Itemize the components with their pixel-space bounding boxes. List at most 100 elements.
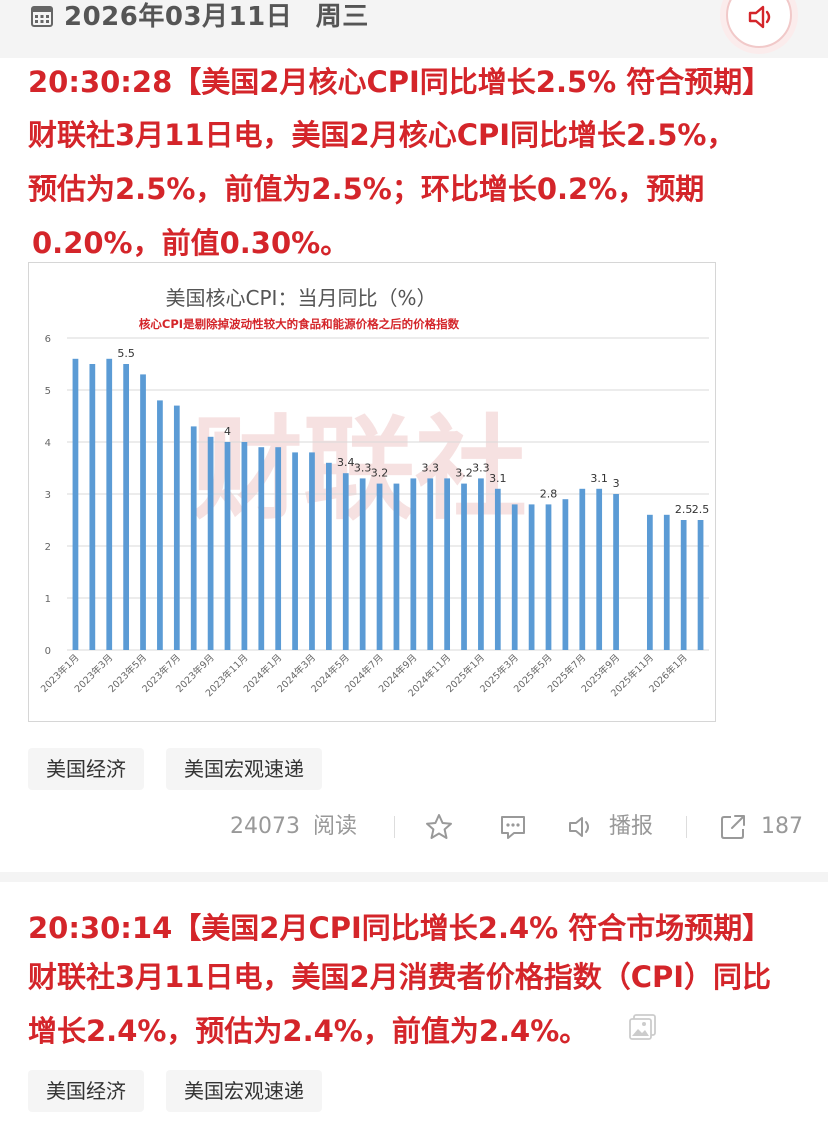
bar xyxy=(157,400,163,650)
y-tick-label: 3 xyxy=(45,490,51,501)
bar xyxy=(545,504,552,650)
news-body-line: 预估为2.5%，前值为2.5%；环比增长0.2%，预期 xyxy=(28,172,705,206)
bar xyxy=(528,504,535,650)
tag-us-macro[interactable]: 美国宏观速递 xyxy=(166,748,322,790)
bar xyxy=(697,520,704,650)
share-icon xyxy=(721,815,745,839)
chart-title: 美国核心CPI：当月同比（%） xyxy=(166,286,437,310)
bar xyxy=(140,374,146,650)
bar xyxy=(596,488,603,650)
action-bar: 24073 阅读 播报 187 xyxy=(0,800,828,854)
read-count: 24073 阅读 xyxy=(230,810,357,844)
y-tick-label: 1 xyxy=(45,594,51,605)
bar xyxy=(89,364,96,650)
bar xyxy=(224,442,231,650)
bar xyxy=(258,447,265,650)
bar xyxy=(207,436,214,650)
data-label: 5.5 xyxy=(117,347,135,360)
read-label: 阅读 xyxy=(313,814,358,839)
tag-us-economy[interactable]: 美国经济 xyxy=(28,748,144,790)
data-label: 3.4 xyxy=(337,456,355,469)
y-tick-label: 2 xyxy=(45,542,51,553)
data-label: 3.3 xyxy=(421,461,439,474)
tag-us-economy[interactable]: 美国经济 xyxy=(28,1070,144,1112)
data-label: 3.3 xyxy=(472,461,490,474)
y-tick-label: 4 xyxy=(45,438,51,449)
comment-button[interactable] xyxy=(498,810,528,844)
image-icon[interactable] xyxy=(628,1012,658,1042)
section-divider xyxy=(0,872,828,882)
data-label: 3.3 xyxy=(354,461,372,474)
bar xyxy=(427,478,434,650)
bar xyxy=(444,478,451,650)
data-label: 3.1 xyxy=(489,472,507,485)
y-tick-label: 5 xyxy=(45,386,51,397)
news-body-line: 增长2.4%，预估为2.4%，前值为2.4%。 xyxy=(28,1014,589,1048)
calendar-icon xyxy=(31,6,53,27)
bar xyxy=(241,442,248,650)
bar xyxy=(646,514,653,650)
bar xyxy=(106,358,113,650)
y-tick-label: 0 xyxy=(45,646,51,657)
bar xyxy=(393,483,400,650)
bar xyxy=(663,514,670,650)
data-label: 2.8 xyxy=(540,487,558,500)
bar xyxy=(680,520,687,650)
bar xyxy=(325,462,332,650)
date-value: 2026年03月11日 xyxy=(64,2,293,32)
bar xyxy=(579,488,586,650)
y-tick-label: 6 xyxy=(45,334,51,345)
star-icon xyxy=(426,814,452,839)
date-label: 2026年03月11日 周三 xyxy=(64,0,369,34)
bar xyxy=(410,478,417,650)
data-label: 3.2 xyxy=(371,467,389,480)
bar xyxy=(292,452,298,650)
data-label: 2.5 xyxy=(675,503,693,516)
favorite-button[interactable] xyxy=(424,810,454,844)
news-headline[interactable]: 20:30:14【美国2月CPI同比增长2.4% 符合市场预期】 xyxy=(28,911,772,945)
date-bar: 2026年03月11日 周三 xyxy=(0,0,828,58)
bar xyxy=(478,478,484,650)
bar xyxy=(123,364,130,650)
bar xyxy=(190,426,197,650)
data-label: 3.2 xyxy=(455,467,473,480)
bar xyxy=(309,452,315,650)
bar xyxy=(613,494,619,650)
tag-us-macro[interactable]: 美国宏观速递 xyxy=(166,1070,322,1112)
bar xyxy=(342,473,349,650)
bar xyxy=(461,483,467,650)
share-button[interactable]: 187 xyxy=(718,810,803,844)
weekday-value: 周三 xyxy=(315,2,369,32)
news-body-line: 财联社3月11日电，美国2月消费者价格指数（CPI）同比 xyxy=(28,960,772,994)
bar xyxy=(359,478,366,650)
data-label: 3.1 xyxy=(590,472,608,485)
bar xyxy=(275,447,282,650)
news-body[interactable]: 财联社3月11日电，美国2月消费者价格指数（CPI）同比 增长2.4%，预估为2… xyxy=(28,950,808,1058)
data-label: 4 xyxy=(224,425,231,438)
speaker-icon xyxy=(569,817,589,837)
news-body-line: 0.20%，前值0.30%。 xyxy=(32,226,350,260)
bar xyxy=(562,499,569,650)
action-separator xyxy=(394,816,395,838)
speaker-icon xyxy=(748,5,771,29)
news-body[interactable]: 财联社3月11日电，美国2月核心CPI同比增长2.5%， 预估为2.5%，前值为… xyxy=(28,108,808,270)
bar xyxy=(173,405,180,650)
news-headline[interactable]: 20:30:28【美国2月核心CPI同比增长2.5% 符合预期】 xyxy=(28,65,772,99)
share-count: 187 xyxy=(761,814,803,839)
bar xyxy=(72,358,79,650)
bar xyxy=(494,488,501,650)
action-separator xyxy=(686,816,687,838)
read-count-value: 24073 xyxy=(230,814,300,839)
bar xyxy=(511,504,518,650)
data-label: 2.5 xyxy=(692,503,710,516)
audio-play-button[interactable] xyxy=(726,0,792,48)
broadcast-button[interactable]: 播报 xyxy=(566,810,653,844)
news-body-line: 财联社3月11日电，美国2月核心CPI同比增长2.5%， xyxy=(28,118,736,152)
broadcast-label: 播报 xyxy=(609,814,654,839)
chart-subtitle: 核心CPI是剔除掉波动性较大的食品和能源价格之后的价格指数 xyxy=(139,317,460,331)
data-label: 3 xyxy=(613,477,620,490)
comment-icon xyxy=(501,816,525,839)
bar xyxy=(376,483,383,650)
